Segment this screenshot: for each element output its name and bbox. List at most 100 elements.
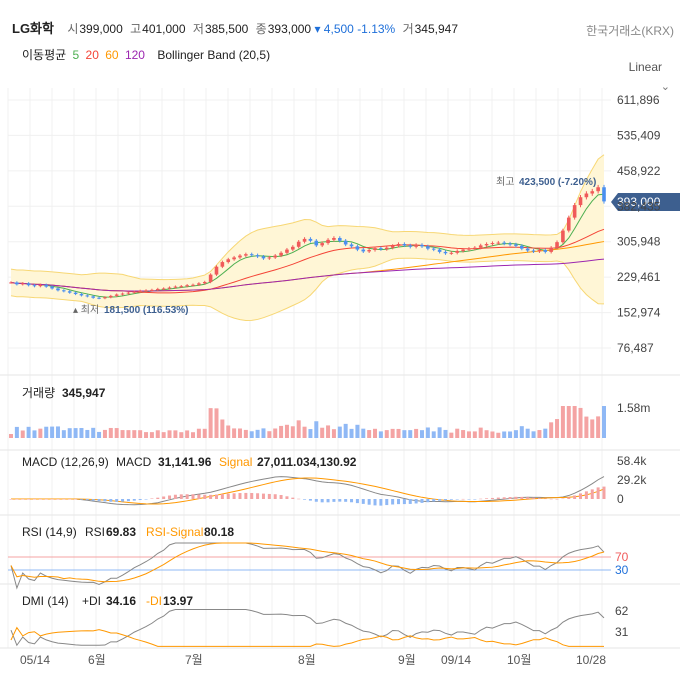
volume-bar [67, 428, 72, 438]
candle-body [26, 283, 31, 286]
macd-histogram-bar [226, 493, 230, 499]
macd-histogram-bar [584, 491, 588, 499]
candle-body [590, 191, 595, 194]
candle-body [103, 297, 107, 299]
macd-histogram-bar [320, 499, 324, 503]
macd-histogram-bar [402, 499, 406, 505]
candle-body [144, 290, 148, 292]
candle-body [543, 250, 548, 252]
candle-body [155, 288, 160, 290]
chart-grid [0, 88, 680, 649]
volume-tick-label: 1.58m [617, 401, 650, 415]
dmi-tick-31: 31 [615, 625, 629, 639]
candle-body [308, 238, 313, 241]
price-axis: 611,896 535,409 458,922 382,435 305,948 229,4… [617, 93, 661, 355]
volume-bar [55, 426, 60, 438]
volume-bar [261, 428, 266, 438]
ma-60-label: 60 [105, 48, 119, 62]
candle-body [478, 245, 483, 248]
volume-bar [331, 429, 336, 438]
volume-bar [202, 428, 207, 438]
volume-bar [414, 428, 419, 438]
candle-body [20, 283, 25, 285]
dmi-tick-62: 62 [615, 604, 629, 618]
close-label: 종 [255, 22, 267, 36]
volume-bar [155, 430, 160, 438]
current-price-tag [611, 193, 680, 211]
pdi-value: 34.16 [106, 594, 136, 608]
macd-histogram-bar [291, 497, 295, 499]
volume-bar [196, 428, 201, 438]
candle-body [484, 244, 489, 246]
time-tick-label: 6월 [88, 653, 106, 667]
candle-body [279, 252, 283, 256]
candle-body [467, 248, 471, 250]
candle-body [267, 257, 272, 259]
macd-histogram-bar [91, 499, 95, 501]
dmi-title: DMI (14) [22, 594, 69, 608]
scale-toggle[interactable]: Linear [628, 60, 662, 74]
candle-body [431, 248, 436, 250]
macd-histogram-bar [220, 494, 224, 499]
volume-bar [314, 421, 319, 438]
volume-bar [437, 427, 442, 438]
stock-name: LG화학 [12, 21, 54, 36]
volume-bar [50, 426, 55, 438]
volume-bar [114, 428, 119, 438]
macd-histogram-bar [261, 493, 265, 499]
time-tick-label: 7월 [185, 653, 203, 667]
macd-value: 31,141.96 [158, 455, 212, 469]
macd-histogram-bar [326, 499, 330, 503]
rsi-signal-line [10, 542, 605, 583]
rsi-70-tick: 70 [615, 550, 629, 564]
macd-histogram-bar [479, 498, 483, 500]
candle-body [62, 290, 66, 292]
candle-body [514, 244, 518, 246]
macd-histogram-bar [549, 498, 553, 500]
volume-bar [220, 419, 225, 438]
volume-bar [167, 430, 172, 438]
candle-body [302, 238, 307, 242]
macd-histogram-bar [385, 499, 389, 506]
macd-histogram-bar [144, 499, 148, 500]
candle-body [44, 284, 49, 287]
candle-body [572, 205, 577, 218]
candle-body [161, 288, 166, 290]
macd-histogram-bar [244, 492, 248, 499]
macd-histogram-bar [203, 494, 207, 499]
candle-body [537, 250, 542, 252]
volume-bar [85, 429, 90, 438]
ma-120-line [10, 258, 605, 292]
volume-bar [267, 431, 272, 438]
indicator-legend[interactable]: 이동평균 5 20 60 120 Bollinger Band (20,5) [22, 46, 273, 63]
macd-histogram-bar [15, 499, 19, 500]
volume-bar [249, 431, 254, 438]
volume-bar [102, 429, 107, 438]
volume-bar [560, 406, 565, 438]
macd-histogram-bar [532, 497, 536, 499]
candle-body [496, 242, 501, 244]
volume-bar [14, 426, 19, 438]
bollinger-band [10, 154, 605, 322]
macd-histogram-bar [350, 499, 354, 503]
macd-histogram-bar [361, 499, 365, 504]
current-price-value: 393,000 [617, 195, 661, 209]
chevron-down-icon[interactable]: ⌄ [660, 81, 670, 93]
macd-histogram-bar [138, 499, 142, 500]
high-value: 401,000 [142, 22, 186, 36]
macd-histogram-bar [21, 499, 25, 500]
macd-histogram-bar [115, 499, 119, 502]
volume-bar [273, 428, 278, 438]
macd-histogram-bar [232, 493, 236, 499]
macd-histogram-bar [314, 499, 318, 502]
macd-histogram-bar [297, 498, 301, 500]
macd-signal-value: 27,011.034,130.92 [257, 455, 357, 469]
macd-histogram-bar [56, 499, 60, 500]
volume-bar [578, 407, 583, 438]
macd-histogram-bar [250, 492, 254, 499]
volume-bar [61, 430, 66, 438]
volume-bar [208, 408, 213, 438]
macd-histogram-bar [508, 497, 512, 499]
macd-histogram-bar [267, 493, 271, 499]
